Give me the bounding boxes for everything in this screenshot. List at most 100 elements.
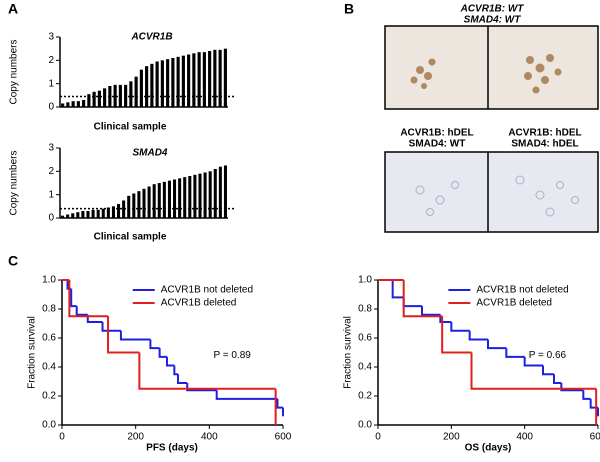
x-tick-label: 400 bbox=[516, 432, 533, 443]
bar bbox=[176, 56, 180, 107]
bar bbox=[61, 103, 65, 107]
bar bbox=[213, 169, 217, 218]
bar bbox=[167, 180, 171, 218]
y-axis-label: Copy numbers bbox=[9, 150, 20, 215]
p-value: P = 0.89 bbox=[213, 350, 251, 361]
ihc-label: ACVR1B: WT bbox=[460, 4, 525, 15]
bar bbox=[103, 88, 107, 107]
bar bbox=[218, 49, 222, 107]
survival-step bbox=[582, 390, 591, 400]
bar bbox=[86, 211, 90, 218]
bar bbox=[87, 94, 91, 107]
survival-step bbox=[450, 322, 470, 332]
bar bbox=[81, 211, 85, 218]
bar bbox=[137, 191, 141, 218]
bar bbox=[203, 172, 207, 218]
bar bbox=[127, 195, 131, 218]
y-tick-label: 0.8 bbox=[358, 304, 372, 315]
survival-step bbox=[158, 348, 167, 358]
bar bbox=[117, 204, 121, 218]
bar bbox=[76, 101, 80, 107]
bar bbox=[198, 173, 202, 218]
bar bbox=[173, 179, 177, 218]
stained-nuclei bbox=[410, 54, 562, 94]
panel-label: A bbox=[8, 1, 18, 17]
bar bbox=[113, 84, 117, 107]
x-tick-label: 0 bbox=[59, 432, 65, 443]
bar bbox=[187, 54, 191, 107]
x-tick-label: 600 bbox=[590, 432, 600, 443]
bar bbox=[96, 209, 100, 218]
y-tick-label: 0 bbox=[48, 213, 54, 224]
legend-label: ACVR1B not deleted bbox=[161, 285, 253, 296]
x-axis-label: Clinical sample bbox=[94, 122, 167, 133]
bar bbox=[208, 51, 212, 107]
survival-step bbox=[560, 382, 584, 392]
survival-step bbox=[441, 316, 472, 354]
x-tick-label: 600 bbox=[275, 432, 292, 443]
survival-step bbox=[186, 382, 217, 392]
bar bbox=[166, 59, 170, 107]
survival-step bbox=[70, 288, 77, 308]
survival-step bbox=[173, 365, 179, 376]
x-tick-label: 400 bbox=[201, 432, 218, 443]
survival-step bbox=[177, 374, 188, 384]
survival-step bbox=[68, 280, 109, 318]
survival-step bbox=[402, 280, 443, 318]
bar bbox=[183, 177, 187, 218]
ihc-label: SMAD4: hDEL bbox=[511, 139, 578, 150]
bar bbox=[202, 52, 206, 107]
bar bbox=[101, 208, 105, 218]
survival-step bbox=[276, 398, 283, 409]
y-tick-label: 0.6 bbox=[42, 333, 56, 344]
ihc-label: ACVR1B: hDEL bbox=[508, 128, 581, 139]
survival-step bbox=[402, 297, 422, 308]
survival-step bbox=[542, 365, 554, 376]
x-axis-label: Clinical sample bbox=[94, 232, 167, 243]
y-tick-label: 0.4 bbox=[358, 362, 372, 373]
survival-step bbox=[505, 348, 525, 358]
bar bbox=[197, 52, 201, 107]
y-tick-label: 1 bbox=[48, 189, 54, 200]
bar bbox=[71, 213, 75, 218]
bar bbox=[82, 100, 86, 107]
survival-step bbox=[119, 330, 151, 341]
survival-step bbox=[75, 306, 88, 316]
y-tick-label: 0 bbox=[48, 102, 54, 113]
y-tick-label: 1.0 bbox=[358, 275, 372, 286]
ihc-label: SMAD4: WT bbox=[464, 15, 522, 26]
bar bbox=[145, 66, 149, 107]
panel-label: C bbox=[8, 253, 18, 269]
panel-label: B bbox=[344, 1, 354, 17]
bar bbox=[223, 48, 227, 107]
bar bbox=[66, 214, 70, 218]
y-tick-label: 0.8 bbox=[42, 304, 56, 315]
survival-step bbox=[470, 352, 597, 390]
bar bbox=[157, 183, 161, 218]
bar bbox=[218, 166, 222, 218]
x-axis-label: OS (days) bbox=[465, 443, 512, 454]
survival-step bbox=[468, 330, 488, 341]
y-tick-label: 0.0 bbox=[358, 420, 372, 431]
survival-step bbox=[138, 352, 276, 390]
bar bbox=[147, 186, 151, 218]
y-axis-label: Fraction survival bbox=[27, 316, 38, 389]
survival-step bbox=[165, 356, 175, 367]
bar bbox=[61, 215, 65, 218]
y-tick-label: 0.6 bbox=[358, 333, 372, 344]
y-tick-label: 0.4 bbox=[42, 362, 56, 373]
bar bbox=[162, 181, 166, 218]
survival-step bbox=[149, 339, 160, 350]
survival-step bbox=[487, 339, 507, 350]
survival-step bbox=[107, 316, 140, 354]
bar bbox=[155, 61, 159, 107]
y-tick-label: 3 bbox=[48, 143, 54, 154]
y-tick-label: 1 bbox=[48, 78, 54, 89]
bar bbox=[122, 200, 126, 218]
survival-step bbox=[215, 390, 278, 400]
y-tick-label: 0.0 bbox=[42, 420, 56, 431]
survival-step bbox=[101, 322, 121, 332]
bar bbox=[111, 206, 115, 218]
survival-step bbox=[553, 374, 562, 384]
